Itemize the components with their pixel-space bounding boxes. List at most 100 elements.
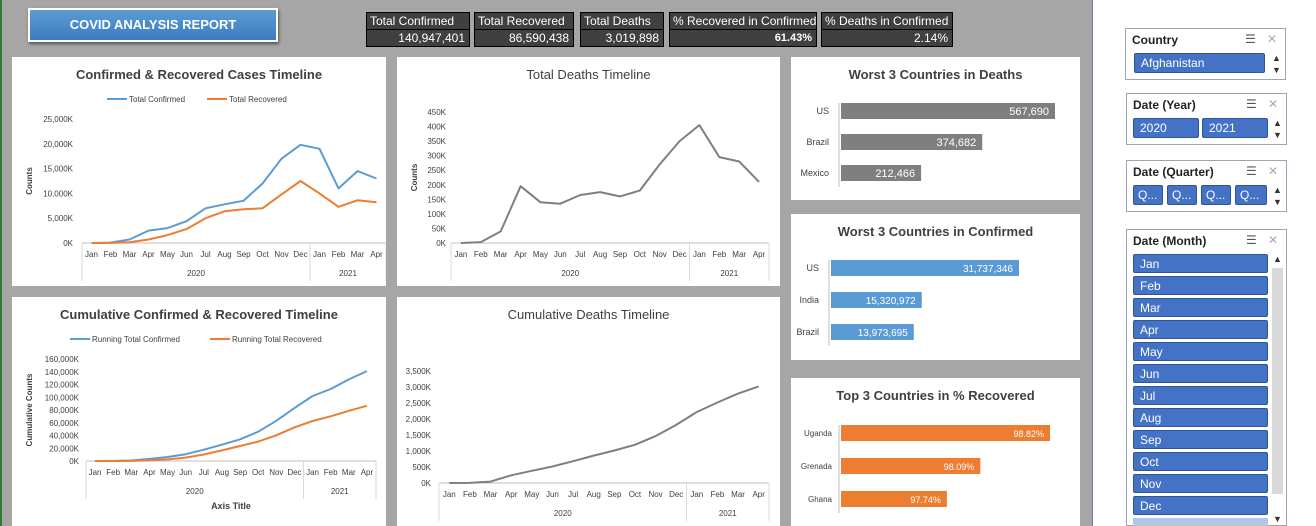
x-tick-label: Apr	[361, 468, 374, 477]
slicer-item-month[interactable]: Oct	[1133, 452, 1268, 471]
y-tick-label: 25,000K	[43, 115, 73, 124]
data-label: 98.82%	[1013, 429, 1044, 439]
scroll-down-icon[interactable]: ▼	[1273, 197, 1282, 207]
kpi-deaths-percent: % Deaths in Confirmed 2.14%	[821, 12, 953, 47]
slicer-item-month[interactable]: May	[1133, 342, 1268, 361]
x-tick-label: Oct	[256, 250, 269, 259]
x-tick-label: Mar	[731, 490, 745, 499]
kpi-value: 140,947,401	[366, 30, 470, 47]
slicer-item-year[interactable]: 2021	[1202, 118, 1268, 138]
y-tick-label: 0K	[436, 239, 446, 248]
slicer-year[interactable]: Date (Year) ☰ ✕ 2020 2021 ▲ ▼	[1126, 93, 1287, 145]
x-tick-label: Apr	[752, 490, 765, 499]
slicer-item-country[interactable]: Afghanistan	[1134, 53, 1265, 73]
chart-title: Top 3 Countries in % Recovered	[836, 388, 1035, 403]
clear-filter-icon[interactable]: ✕	[1268, 233, 1279, 247]
x-tick-label: Nov	[274, 250, 288, 259]
chart-title: Cumulative Confirmed & Recovered Timelin…	[60, 307, 338, 322]
chart-panel-worst-deaths[interactable]: Worst 3 Countries in Deaths US 567,690 Bra…	[791, 57, 1080, 200]
x-axis-title: Axis Title	[211, 501, 251, 511]
line-chart: 0K 5,000K 10,000K 15,000K 20,000K 25,000K Jan F…	[25, 95, 386, 281]
clear-filter-icon[interactable]: ✕	[1268, 97, 1279, 111]
scroll-up-icon[interactable]: ▲	[1273, 185, 1282, 195]
x-tick-label: Oct	[629, 490, 642, 499]
multi-select-icon[interactable]: ☰	[1245, 32, 1256, 46]
chart-panel-total-deaths[interactable]: Total Deaths Timeline 0K 50K 100K 150K 200K 2…	[397, 57, 780, 286]
chart-panel-top-recovered[interactable]: Top 3 Countries in % Recovered Uganda 98.…	[791, 378, 1080, 526]
x-tick-label: Mar	[732, 250, 746, 259]
chart-panel-cumulative-deaths[interactable]: Cumulative Deaths Timeline 0K 500K 1,000K 1…	[397, 297, 780, 526]
slicer-country[interactable]: Country ☰ ✕ Afghanistan ▲ ▼	[1125, 28, 1286, 80]
category-label: US	[806, 263, 819, 273]
slicer-item-month[interactable]: Nov	[1133, 474, 1268, 493]
x-tick-label: Aug	[217, 250, 231, 259]
scroll-down-icon[interactable]: ▼	[1273, 130, 1282, 140]
chart-title: Worst 3 Countries in Confirmed	[837, 224, 1034, 239]
x-tick-label: Dec	[672, 250, 686, 259]
slicer-month[interactable]: Date (Month) ☰ ✕ ▲ ▼ Jan Feb Mar Apr May…	[1126, 229, 1287, 526]
y-tick-label: 40,000K	[49, 432, 79, 441]
slicer-header: Date (Month)	[1133, 234, 1207, 248]
chart-panel-cumulative-confirmed-recovered[interactable]: Cumulative Confirmed & Recovered Timelin…	[12, 297, 386, 526]
x-tick-label: Mar	[351, 250, 365, 259]
bar	[841, 425, 1050, 441]
slicer-quarter[interactable]: Date (Quarter) ☰ ✕ Q... Q... Q... Q... ▲…	[1126, 160, 1287, 212]
y-tick-label: 60,000K	[49, 419, 79, 428]
slicer-item-month[interactable]: Jul	[1133, 386, 1268, 405]
scroll-down-icon[interactable]: ▼	[1272, 65, 1281, 75]
y-tick-label: 15,000K	[43, 165, 73, 174]
x-tick-label: Dec	[287, 468, 301, 477]
chart-panel-confirmed-recovered[interactable]: Confirmed & Recovered Cases Timeline 0K 5…	[12, 57, 386, 286]
bar	[841, 103, 1055, 119]
slicer-item-year[interactable]: 2020	[1133, 118, 1199, 138]
slicer-item-month[interactable]: Feb	[1133, 276, 1268, 295]
report-title-button[interactable]: COVID ANALYSIS REPORT	[28, 8, 278, 42]
x-tick-label: Nov	[269, 468, 283, 477]
y-tick-label: 10,000K	[43, 189, 73, 198]
scroll-up-icon[interactable]: ▲	[1272, 53, 1281, 63]
scroll-down-icon[interactable]: ▼	[1273, 514, 1282, 524]
slicer-item-month[interactable]: Jun	[1133, 364, 1268, 383]
y-tick-label: 1,500K	[406, 431, 432, 440]
chart-panel-worst-confirmed[interactable]: Worst 3 Countries in Confirmed US 31,737,…	[791, 214, 1080, 360]
legend-label: Total Recovered	[229, 95, 287, 104]
slicer-header: Country	[1132, 33, 1178, 47]
slicer-item-quarter[interactable]: Q...	[1235, 185, 1267, 205]
x-tick-label: Dec	[293, 250, 307, 259]
multi-select-icon[interactable]: ☰	[1246, 164, 1257, 178]
y-tick-label: 3,000K	[406, 383, 432, 392]
slicer-item-month[interactable]: Apr	[1133, 320, 1268, 339]
x-tick-label: Apr	[505, 490, 518, 499]
y-tick-label: 2,500K	[406, 399, 432, 408]
scroll-up-icon[interactable]: ▲	[1273, 254, 1282, 264]
kpi-total-recovered: Total Recovered 86,590,438	[474, 12, 574, 47]
data-label: 13,973,695	[858, 328, 908, 339]
kpi-value: 3,019,898	[580, 30, 664, 47]
slicer-item-month[interactable]: Dec	[1133, 496, 1268, 515]
slicer-item-quarter[interactable]: Q...	[1167, 185, 1197, 205]
x-tick-label: Jan	[443, 490, 456, 499]
slicer-item-quarter[interactable]: Q...	[1201, 185, 1231, 205]
clear-filter-icon[interactable]: ✕	[1268, 164, 1279, 178]
y-tick-label: 20,000K	[49, 444, 79, 453]
multi-select-icon[interactable]: ☰	[1246, 233, 1257, 247]
scrollbar-thumb[interactable]	[1272, 268, 1283, 494]
y-tick-label: 100,000K	[45, 393, 80, 402]
y-tick-label: 3,500K	[406, 367, 432, 376]
chart-title: Worst 3 Countries in Deaths	[848, 67, 1023, 82]
clear-filter-icon[interactable]: ✕	[1267, 32, 1278, 46]
multi-select-icon[interactable]: ☰	[1246, 97, 1257, 111]
x-tick-label: Jul	[199, 468, 209, 477]
scroll-up-icon[interactable]: ▲	[1273, 118, 1282, 128]
y-axis-title: Counts	[25, 167, 34, 195]
x-tick-label: May	[160, 468, 175, 477]
slicer-item-month[interactable]: Jan	[1133, 254, 1268, 273]
y-tick-label: 0K	[421, 479, 431, 488]
slicer-item-month[interactable]: Sep	[1133, 430, 1268, 449]
bar	[831, 292, 922, 308]
y-axis-title: Cumulative Counts	[25, 373, 34, 446]
x-tick-label: Jun	[554, 250, 567, 259]
slicer-item-quarter[interactable]: Q...	[1133, 185, 1163, 205]
slicer-item-month[interactable]: Mar	[1133, 298, 1268, 317]
slicer-item-month[interactable]: Aug	[1133, 408, 1268, 427]
